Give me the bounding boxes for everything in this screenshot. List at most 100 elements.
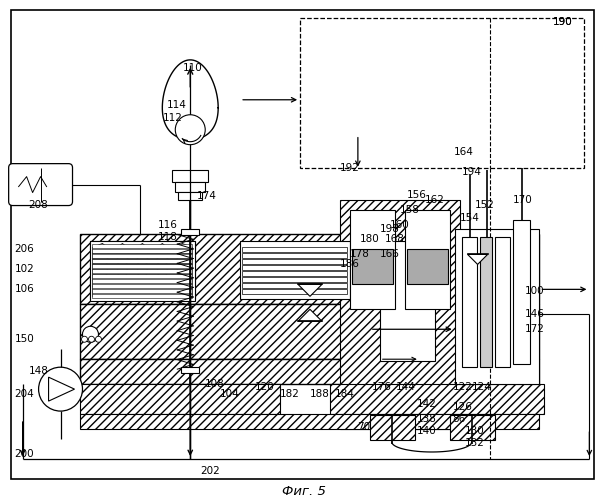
Bar: [92, 292, 192, 296]
Bar: [242, 278, 347, 282]
Text: 86: 86: [453, 414, 466, 424]
Bar: [340, 200, 460, 429]
Bar: [330, 384, 545, 414]
Text: 108: 108: [206, 379, 225, 389]
Text: Фиг. 5: Фиг. 5: [282, 486, 326, 498]
Bar: [240, 242, 350, 300]
Bar: [242, 272, 347, 276]
Text: 148: 148: [29, 366, 49, 376]
Text: 114: 114: [167, 100, 187, 110]
Text: 70: 70: [357, 422, 370, 432]
Polygon shape: [298, 284, 322, 296]
Text: 202: 202: [200, 466, 220, 476]
Bar: [92, 254, 192, 258]
Bar: [92, 244, 192, 248]
Text: 160: 160: [390, 220, 410, 230]
Bar: [80, 304, 539, 359]
Bar: [92, 294, 192, 298]
Text: 194: 194: [461, 166, 482, 176]
Bar: [92, 250, 192, 254]
Text: 106: 106: [15, 284, 35, 294]
Text: 142: 142: [416, 399, 437, 409]
Text: 150: 150: [15, 334, 35, 344]
Text: 122: 122: [453, 382, 472, 392]
Bar: [92, 274, 192, 278]
Bar: [352, 250, 393, 284]
Bar: [455, 230, 539, 384]
Circle shape: [83, 326, 98, 342]
Text: 126: 126: [453, 402, 472, 412]
Text: 120: 120: [255, 382, 275, 392]
Text: 146: 146: [525, 310, 544, 320]
Bar: [405, 210, 450, 310]
Text: 184: 184: [335, 389, 355, 399]
Bar: [92, 270, 192, 274]
Bar: [175, 182, 206, 192]
Text: 204: 204: [15, 389, 35, 399]
Text: 170: 170: [513, 194, 532, 204]
Circle shape: [38, 367, 83, 411]
Text: 198: 198: [380, 224, 399, 234]
Bar: [91, 242, 195, 300]
Text: 102: 102: [15, 264, 35, 274]
Polygon shape: [468, 254, 488, 264]
Text: 164: 164: [454, 146, 474, 156]
Bar: [92, 275, 192, 280]
Text: 180: 180: [360, 234, 379, 244]
Text: 192: 192: [340, 162, 360, 172]
Bar: [513, 220, 531, 364]
Bar: [92, 264, 192, 268]
Bar: [92, 270, 192, 274]
Bar: [494, 238, 510, 367]
Bar: [300, 18, 584, 168]
Circle shape: [95, 336, 102, 342]
Bar: [407, 250, 447, 284]
Polygon shape: [49, 377, 75, 401]
Bar: [380, 242, 435, 361]
Polygon shape: [298, 310, 322, 322]
Text: 182: 182: [280, 389, 300, 399]
Bar: [242, 284, 347, 288]
Bar: [242, 266, 347, 270]
Text: 112: 112: [162, 112, 182, 122]
Text: 208: 208: [29, 200, 49, 209]
Bar: [92, 260, 192, 264]
Bar: [172, 170, 208, 181]
Text: 100: 100: [525, 286, 544, 296]
Bar: [450, 415, 494, 440]
Bar: [80, 359, 539, 384]
Circle shape: [81, 336, 88, 342]
Bar: [178, 192, 202, 200]
Text: 172: 172: [525, 324, 544, 334]
Text: 188: 188: [310, 389, 330, 399]
Bar: [80, 384, 280, 414]
Text: 176: 176: [372, 382, 392, 392]
Bar: [92, 264, 192, 268]
Bar: [181, 367, 199, 373]
Text: 190: 190: [553, 17, 572, 27]
Text: 158: 158: [400, 204, 420, 214]
Text: 186: 186: [340, 260, 360, 270]
Circle shape: [89, 336, 94, 342]
Text: 132: 132: [465, 438, 485, 448]
FancyBboxPatch shape: [9, 164, 72, 205]
Text: 118: 118: [157, 232, 177, 242]
Text: 138: 138: [416, 414, 437, 424]
Bar: [350, 210, 395, 310]
Bar: [181, 230, 199, 235]
Bar: [92, 290, 192, 294]
Text: 168: 168: [385, 234, 405, 244]
Bar: [461, 238, 477, 367]
Text: 144: 144: [396, 382, 416, 392]
Text: 124: 124: [472, 382, 491, 392]
Text: 178: 178: [350, 250, 370, 260]
Text: 190: 190: [553, 17, 572, 27]
Polygon shape: [162, 60, 218, 140]
Text: 152: 152: [475, 200, 494, 209]
Text: 104: 104: [220, 389, 240, 399]
Bar: [370, 415, 415, 440]
Text: 116: 116: [157, 220, 177, 230]
Bar: [92, 284, 192, 288]
Text: 156: 156: [407, 190, 427, 200]
Bar: [92, 280, 192, 285]
